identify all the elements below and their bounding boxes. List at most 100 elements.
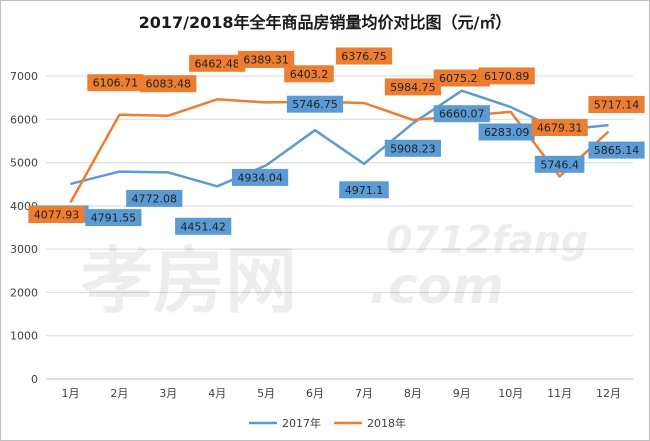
x-tick-label: 10月 — [498, 387, 523, 400]
data-label-box — [28, 206, 85, 223]
data-label-text: 5717.14 — [594, 99, 640, 112]
data-label-text: 4451.42 — [180, 220, 226, 233]
y-tick-label: 5000 — [10, 157, 38, 170]
y-tick-label: 7000 — [10, 70, 38, 83]
data-label-box — [284, 65, 334, 83]
x-tick-label: 7月 — [355, 387, 373, 400]
data-label: 5717.14 — [588, 96, 645, 113]
x-axis: 1月 2月 3月 4月 5月 6月 7月 8月 9月 10月 11月 12月 — [61, 387, 621, 400]
y-tick-label: 6000 — [10, 113, 38, 126]
x-tick-label: 1月 — [61, 387, 79, 400]
data-label-box — [384, 78, 441, 96]
data-label-box — [286, 95, 344, 113]
data-label-text: 6403.2 — [290, 68, 329, 81]
data-label: 4934.04 — [232, 168, 289, 186]
x-tick-label: 6月 — [306, 387, 324, 400]
data-label-text: 6170.89 — [484, 70, 530, 83]
data-label-box — [433, 105, 490, 123]
data-label-box — [189, 54, 246, 72]
data-label: 4772.08 — [126, 189, 183, 207]
data-label-text: 6083.48 — [146, 78, 192, 91]
data-label-box — [478, 67, 535, 85]
x-tick-label: 3月 — [159, 387, 177, 400]
data-label: 4077.93 — [28, 206, 85, 223]
chart-title: 2017/2018年全年商品房销量均价对比图（元/㎡） — [138, 13, 512, 32]
data-label-box — [335, 47, 393, 65]
data-label-box — [588, 96, 645, 113]
y-tick-label: 1000 — [10, 330, 38, 343]
data-label: 6083.48 — [140, 75, 197, 93]
data-label-box — [433, 69, 490, 87]
data-label-box — [531, 119, 588, 136]
data-label: 6462.48 — [189, 54, 246, 72]
data-label: 4451.42 — [175, 217, 232, 235]
data-label: 4791.55 — [85, 209, 142, 227]
data-label: 6170.89 — [478, 67, 535, 85]
data-label: 6075.25 — [433, 69, 490, 87]
data-label: 6389.31 — [238, 50, 295, 68]
data-label-text: 5908.23 — [390, 142, 436, 155]
data-labels: 4507.664791.554772.084451.424934.045746.… — [28, 47, 645, 235]
data-label-box — [175, 217, 232, 235]
data-label-text: 5984.75 — [390, 81, 436, 94]
data-label-text: 6376.75 — [341, 50, 387, 63]
data-label: 6660.07 — [433, 105, 490, 123]
data-label-box — [238, 50, 295, 68]
y-tick-label: 0 — [31, 373, 38, 386]
data-label-text: 4971.1 — [345, 184, 384, 197]
legend-label-1: 2017年 — [282, 416, 321, 430]
data-label-text: 6283.09 — [484, 126, 530, 139]
watermark-cn: 孝房网 — [81, 239, 297, 323]
data-label-text: 6389.31 — [243, 53, 289, 66]
data-label-text: 5746.4 — [540, 158, 579, 171]
data-label-box — [339, 181, 389, 199]
data-label-text: 4934.04 — [237, 171, 283, 184]
legend-label-2: 2018年 — [367, 416, 406, 430]
watermark: 孝房网 0712fang .com — [81, 218, 588, 323]
data-label: 5908.23 — [384, 139, 441, 157]
data-label: 6283.09 — [478, 123, 535, 141]
data-label-box — [140, 75, 197, 93]
data-label: 6403.2 — [284, 65, 334, 83]
x-tick-label: 4月 — [208, 387, 226, 400]
data-label-text: 6660.07 — [439, 108, 485, 121]
data-label-text: 6462.48 — [194, 57, 240, 70]
data-label: 6376.75 — [335, 47, 393, 65]
data-label-text: 6106.71 — [93, 77, 139, 90]
data-label-text: 5746.75 — [292, 98, 338, 111]
data-label-text: 4791.55 — [91, 212, 137, 225]
x-tick-label: 5月 — [257, 387, 275, 400]
data-label: 5984.75 — [384, 78, 441, 96]
y-tick-label: 2000 — [10, 286, 38, 299]
data-label-text: 4679.31 — [537, 122, 583, 135]
data-label-box — [126, 189, 183, 207]
x-tick-label: 2月 — [110, 387, 128, 400]
data-label: 6106.71 — [87, 74, 144, 92]
data-label-box — [85, 209, 142, 227]
x-tick-label: 11月 — [547, 387, 572, 400]
legend: 2017年 2018年 — [249, 416, 406, 430]
data-label: 4971.1 — [339, 181, 389, 199]
data-label-text: 4077.93 — [34, 209, 80, 222]
y-tick-label: 3000 — [10, 243, 38, 256]
series-line-1 — [70, 89, 609, 188]
data-label: 5865.14 — [588, 141, 645, 159]
data-label-text: 4772.08 — [132, 192, 178, 205]
data-label-box — [87, 74, 144, 92]
data-label-box — [534, 155, 585, 173]
data-label: 5746.75 — [286, 95, 344, 113]
data-label-text: 5865.14 — [594, 144, 640, 157]
data-label: 4679.31 — [531, 119, 588, 136]
x-tick-label: 12月 — [596, 387, 621, 400]
data-label-box — [478, 123, 535, 141]
data-label-box — [588, 141, 645, 159]
data-label: 5746.4 — [534, 155, 585, 173]
data-label-box — [232, 168, 289, 186]
watermark-dotcom: .com — [369, 257, 504, 315]
x-tick-label: 9月 — [453, 387, 471, 400]
data-label-box — [384, 139, 441, 157]
data-label-text: 6075.25 — [439, 72, 485, 85]
